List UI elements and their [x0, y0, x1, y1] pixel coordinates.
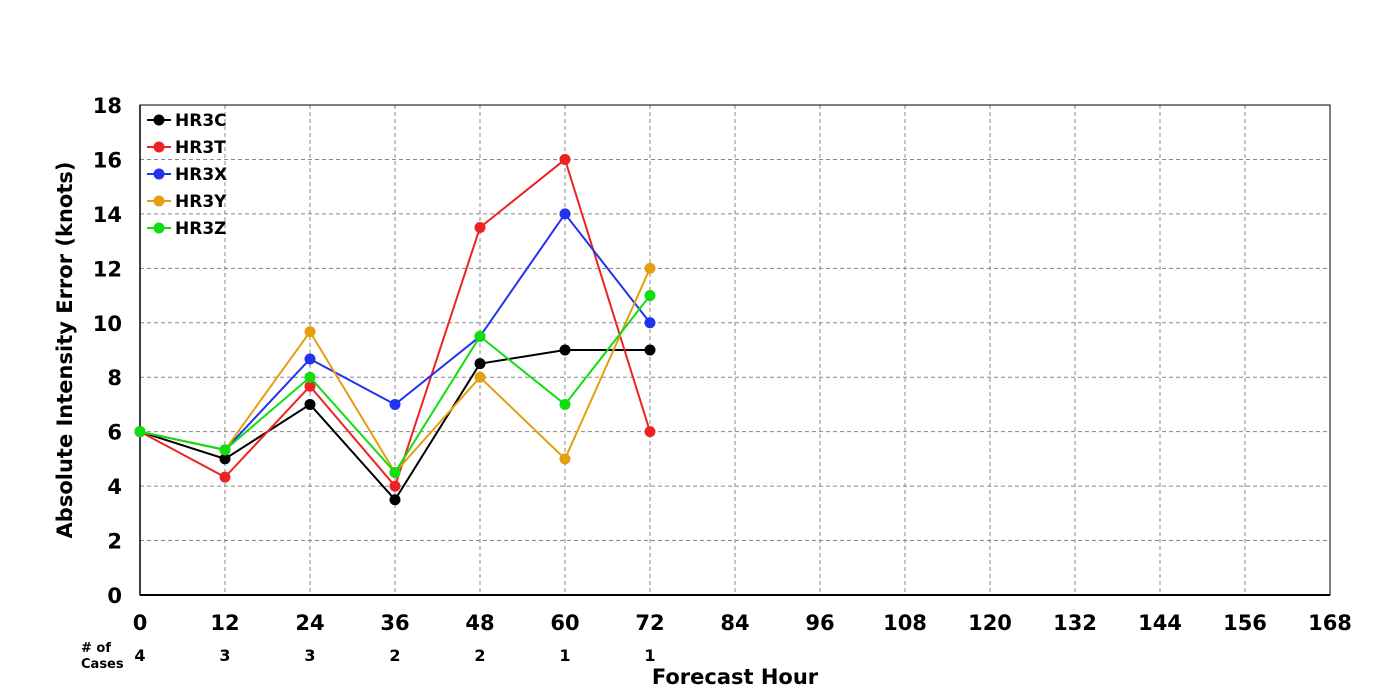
x-tick-label: 36	[380, 611, 409, 635]
grid-lines	[140, 105, 1330, 595]
legend-marker-hr3z	[153, 222, 165, 234]
data-point-hr3c	[644, 344, 656, 356]
legend-marker-hr3c	[153, 114, 165, 126]
x-tick-label: 108	[883, 611, 927, 635]
data-point-hr3y	[559, 453, 571, 465]
case-count: 2	[474, 646, 485, 665]
x-tick-label: 0	[133, 611, 148, 635]
data-point-hr3t	[219, 471, 231, 483]
y-tick-label: 2	[107, 530, 122, 554]
data-point-hr3t	[304, 380, 316, 392]
x-tick-label: 24	[295, 611, 324, 635]
legend-label-hr3c: HR3C	[175, 111, 227, 131]
x-tick-label: 168	[1308, 611, 1352, 635]
y-tick-label: 16	[93, 148, 122, 172]
data-point-hr3c	[304, 398, 316, 410]
x-tick-label: 60	[550, 611, 579, 635]
legend-marker-hr3t	[153, 141, 165, 153]
x-tick-label: 84	[720, 611, 749, 635]
y-tick-label: 8	[107, 366, 122, 390]
x-tick-label: 132	[1053, 611, 1097, 635]
x-tick-label: 12	[210, 611, 239, 635]
x-tick-label: 120	[968, 611, 1012, 635]
x-tick-label: 144	[1138, 611, 1182, 635]
case-count: 4	[134, 646, 145, 665]
cases-label-line1: # of	[81, 641, 111, 656]
data-point-hr3x	[644, 317, 656, 329]
x-axis-title: Forecast Hour	[652, 665, 819, 689]
x-tick-label: 96	[805, 611, 834, 635]
legend-marker-hr3x	[153, 168, 165, 180]
y-tick-labels: 0 2 4 6 8 10 12 14 16 18	[93, 94, 122, 608]
data-point-hr3t	[474, 222, 486, 233]
data-point-hr3z	[559, 398, 571, 410]
data-point-hr3y	[644, 262, 656, 274]
data-point-hr3c	[559, 344, 571, 356]
data-point-hr3z	[474, 330, 486, 342]
case-count: 2	[389, 646, 400, 665]
data-point-hr3x	[559, 208, 571, 220]
data-point-hr3z	[219, 444, 231, 456]
case-count: 1	[559, 646, 570, 665]
data-point-hr3y	[474, 371, 486, 383]
x-tick-labels: 0 12 24 36 48 60 72 84 96 108 120 132 144 156 168	[133, 611, 1352, 635]
legend-label-hr3y: HR3Y	[175, 192, 227, 212]
data-point-hr3t	[389, 480, 401, 492]
legend-label-hr3z: HR3Z	[175, 219, 226, 239]
y-tick-label: 12	[93, 257, 122, 281]
y-tick-label: 0	[107, 584, 122, 608]
legend: HR3C HR3T HR3X HR3Y HR3Z	[147, 111, 227, 239]
data-point-hr3z	[304, 371, 316, 383]
cases-label-line2: Cases	[81, 657, 124, 672]
data-point-hr3z	[389, 467, 401, 478]
legend-label-hr3t: HR3T	[175, 138, 226, 158]
data-point-hr3t	[559, 153, 571, 165]
y-tick-label: 18	[93, 94, 122, 118]
data-point-hr3c	[474, 358, 486, 370]
data-point-hr3z	[134, 426, 146, 438]
case-count: 3	[219, 646, 230, 665]
case-count: 1	[644, 646, 655, 665]
cases-row: # of Cases 4 3 3 2 2 1 1	[81, 641, 656, 672]
case-count: 3	[304, 646, 315, 665]
data-point-hr3t	[644, 426, 656, 438]
y-tick-label: 10	[93, 312, 122, 336]
x-tick-label: 48	[465, 611, 494, 635]
data-point-hr3x	[389, 398, 401, 410]
data-point-hr3c	[389, 494, 401, 506]
y-axis-title: Absolute Intensity Error (knots)	[53, 162, 77, 539]
legend-label-hr3x: HR3X	[175, 165, 227, 185]
y-tick-label: 14	[93, 203, 122, 227]
y-tick-label: 4	[107, 475, 122, 499]
legend-marker-hr3y	[153, 195, 165, 207]
data-point-hr3x	[304, 353, 316, 365]
y-tick-label: 6	[107, 421, 122, 445]
series-group	[134, 153, 656, 506]
x-tick-label: 156	[1223, 611, 1267, 635]
data-point-hr3y	[304, 326, 316, 338]
x-tick-label: 72	[635, 611, 664, 635]
data-point-hr3c	[219, 453, 231, 465]
data-point-hr3z	[644, 290, 656, 302]
